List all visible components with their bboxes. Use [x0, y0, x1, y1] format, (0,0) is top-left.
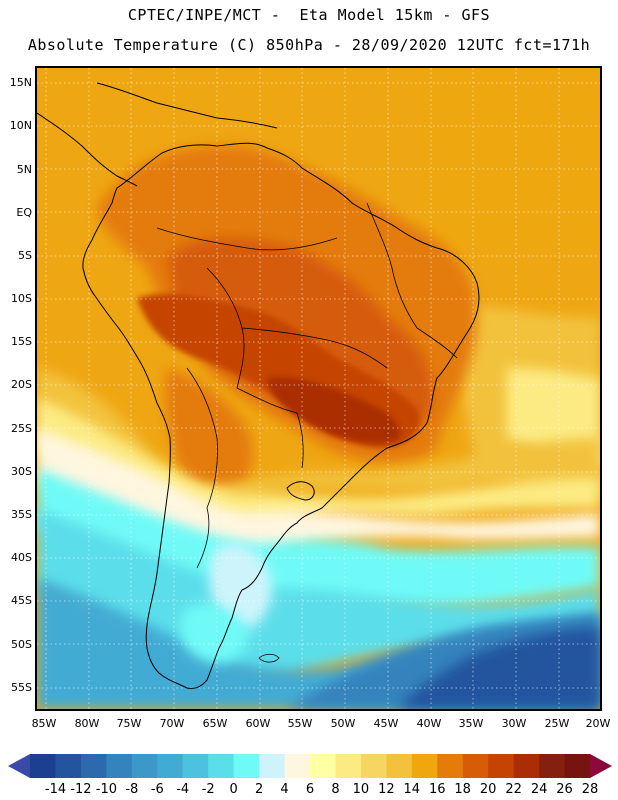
colorbar-cell	[80, 754, 107, 778]
colorbar-cell	[437, 754, 464, 778]
lat-label-10s: 10S	[11, 292, 32, 305]
coastline-plata-estuary	[286, 481, 315, 501]
graticule	[37, 68, 600, 709]
lon-label-55w: 55W	[287, 717, 313, 730]
colorbar-cell	[157, 754, 184, 778]
lon-label-75w: 75W	[116, 717, 142, 730]
lon-label-25w: 25W	[544, 717, 570, 730]
lon-label-80w: 80W	[74, 717, 100, 730]
lat-label-45s: 45S	[11, 594, 32, 607]
colorbar-under-arrow	[8, 754, 30, 778]
colorbar-cell	[131, 754, 158, 778]
colorbar-tick-label: -8	[125, 782, 139, 797]
field-chaco-orange	[165, 368, 253, 501]
lat-label-50s: 50S	[11, 638, 32, 651]
lon-label-35w: 35W	[458, 717, 484, 730]
lon-label-60w: 60W	[245, 717, 271, 730]
lat-label-55s: 55S	[11, 681, 32, 694]
colorbar-tick-label: 10	[352, 782, 370, 797]
colorbar-tick-label: -2	[201, 782, 215, 797]
field-band-16	[37, 368, 600, 508]
colorbar-cell	[564, 754, 591, 778]
colorbar-cell	[539, 754, 566, 778]
lon-label-40w: 40W	[416, 717, 442, 730]
colorbar-cell	[30, 754, 56, 778]
lat-label-5n: 5N	[16, 163, 32, 176]
colorbar-cell	[462, 754, 489, 778]
lat-label-40s: 40S	[11, 551, 32, 564]
colorbar-cell	[360, 754, 387, 778]
lat-label-5s: 5S	[18, 249, 32, 262]
colorbar-cell	[233, 754, 260, 778]
colorbar-cell	[106, 754, 133, 778]
lon-label-50w: 50W	[330, 717, 356, 730]
field-continent-darkest	[267, 377, 401, 444]
lon-label-30w: 30W	[501, 717, 527, 730]
colorbar-cell	[259, 754, 286, 778]
colorbar-tick-label: 16	[429, 782, 446, 797]
field-patagonia-lightblue	[209, 544, 272, 629]
field-north-ocean	[417, 68, 600, 248]
colorbar-tick-label: -4	[176, 782, 190, 797]
colorbar-cell	[182, 754, 209, 778]
lon-label-85w: 85W	[31, 717, 57, 730]
colorbar	[8, 754, 612, 778]
colorbar-tick-label: -10	[95, 782, 117, 797]
colorbar-tick-label: 24	[530, 782, 548, 797]
colorbar-cell	[411, 754, 438, 778]
colorbar-cell	[208, 754, 235, 778]
lon-label-20w: 20W	[585, 717, 611, 730]
colorbar-over-arrow	[590, 754, 612, 778]
field-band-m12	[397, 628, 600, 709]
colorbar-tick-label: 26	[556, 782, 573, 797]
colorbar-cell	[386, 754, 413, 778]
colorbar-tick-label: 8	[331, 782, 340, 797]
temperature-map	[35, 66, 602, 711]
lat-label-15n: 15N	[9, 76, 32, 89]
lat-label-30s: 30S	[11, 465, 32, 478]
colorbar-tick-label: -6	[150, 782, 164, 797]
colorbar-tick-label: 6	[305, 782, 315, 797]
colorbar-cell	[55, 754, 82, 778]
colorbar-tick-label: 2	[254, 782, 264, 797]
colorbar-cell	[488, 754, 515, 778]
colorbar-tick-label: 22	[505, 782, 522, 797]
coastline-caribbean	[96, 82, 278, 129]
colorbar-tick-label: -12	[70, 782, 92, 797]
colorbar-tick-label: 20	[479, 782, 497, 797]
colorbar-tick-label: 28	[581, 782, 599, 797]
lat-label-15s: 15S	[11, 335, 32, 348]
lat-label-20s: 20S	[11, 378, 32, 391]
colorbar-tick-label: 14	[403, 782, 421, 797]
colorbar-tick-label: 12	[378, 782, 395, 797]
colorbar-cell	[513, 754, 540, 778]
map-title-line-2: Absolute Temperature (C) 850hPa - 28/09/…	[27, 36, 591, 54]
lat-label-10n: 10N	[9, 119, 32, 132]
coastline-south-america	[82, 142, 480, 689]
coastline-central-america	[37, 112, 138, 187]
lat-label-25s: 25S	[11, 422, 32, 435]
colorbar-cell	[335, 754, 362, 778]
country-borders	[156, 202, 458, 569]
map-title-line-1: CPTEC/INPE/MCT - Eta Model 15km - GFS	[127, 6, 491, 24]
colorbar-tick-label: 0	[229, 782, 238, 797]
lon-label-45w: 45W	[373, 717, 399, 730]
coastline-falklands	[258, 653, 280, 663]
colorbar-tick-label: 18	[454, 782, 471, 797]
lat-label-35s: 35S	[11, 508, 32, 521]
lon-label-70w: 70W	[159, 717, 185, 730]
temperature-field	[37, 68, 600, 709]
colorbar-tick-label: -14	[44, 782, 67, 797]
colorbar-cell	[310, 754, 336, 778]
lon-label-65w: 65W	[202, 717, 228, 730]
colorbar-cell	[284, 754, 311, 778]
colorbar-tick-label: 4	[280, 782, 289, 797]
lat-label-eq: EQ	[16, 206, 32, 219]
